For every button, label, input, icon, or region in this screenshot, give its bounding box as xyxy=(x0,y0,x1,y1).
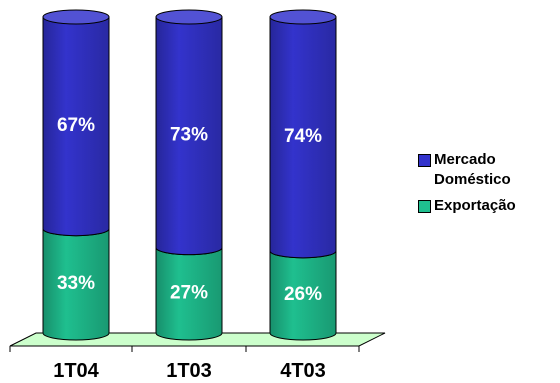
data-label-exportacao-1T03: 27% xyxy=(170,282,208,303)
data-label-mercado-domestico-1T03: 73% xyxy=(170,124,208,145)
legend-label-exportacao: Exportação xyxy=(434,197,516,214)
legend-label-mercado-domestico: Mercado Doméstico xyxy=(434,151,511,188)
bar-segment-mercado-domestico-1T03 xyxy=(155,16,223,256)
legend: Mercado Doméstico Exportação xyxy=(418,150,560,222)
legend-swatch-mercado-domestico xyxy=(418,154,431,167)
legend-swatch-exportacao xyxy=(418,200,431,213)
bar-top-cap-1T03 xyxy=(155,9,223,25)
legend-item-exportacao: Exportação xyxy=(418,196,560,216)
bar-segment-exportacao-1T04 xyxy=(42,228,110,341)
bar-segment-exportacao-4T03 xyxy=(269,250,337,341)
bar-segment-exportacao-1T03 xyxy=(155,247,223,341)
category-label-4T03: 4T03 xyxy=(280,360,326,382)
legend-item-mercado-domestico: Mercado Doméstico xyxy=(418,150,560,190)
bar-segment-mercado-domestico-4T03 xyxy=(269,16,337,259)
bar-top-cap-4T03 xyxy=(269,9,337,25)
data-label-mercado-domestico-4T03: 74% xyxy=(284,126,322,147)
category-label-1T03: 1T03 xyxy=(166,360,212,382)
data-label-exportacao-1T04: 33% xyxy=(57,273,95,294)
data-label-mercado-domestico-1T04: 67% xyxy=(57,115,95,136)
bar-top-cap-1T04 xyxy=(42,9,110,25)
bar-segment-mercado-domestico-1T04 xyxy=(42,16,110,237)
category-label-1T04: 1T04 xyxy=(53,360,99,382)
data-label-exportacao-4T03: 26% xyxy=(284,284,322,305)
